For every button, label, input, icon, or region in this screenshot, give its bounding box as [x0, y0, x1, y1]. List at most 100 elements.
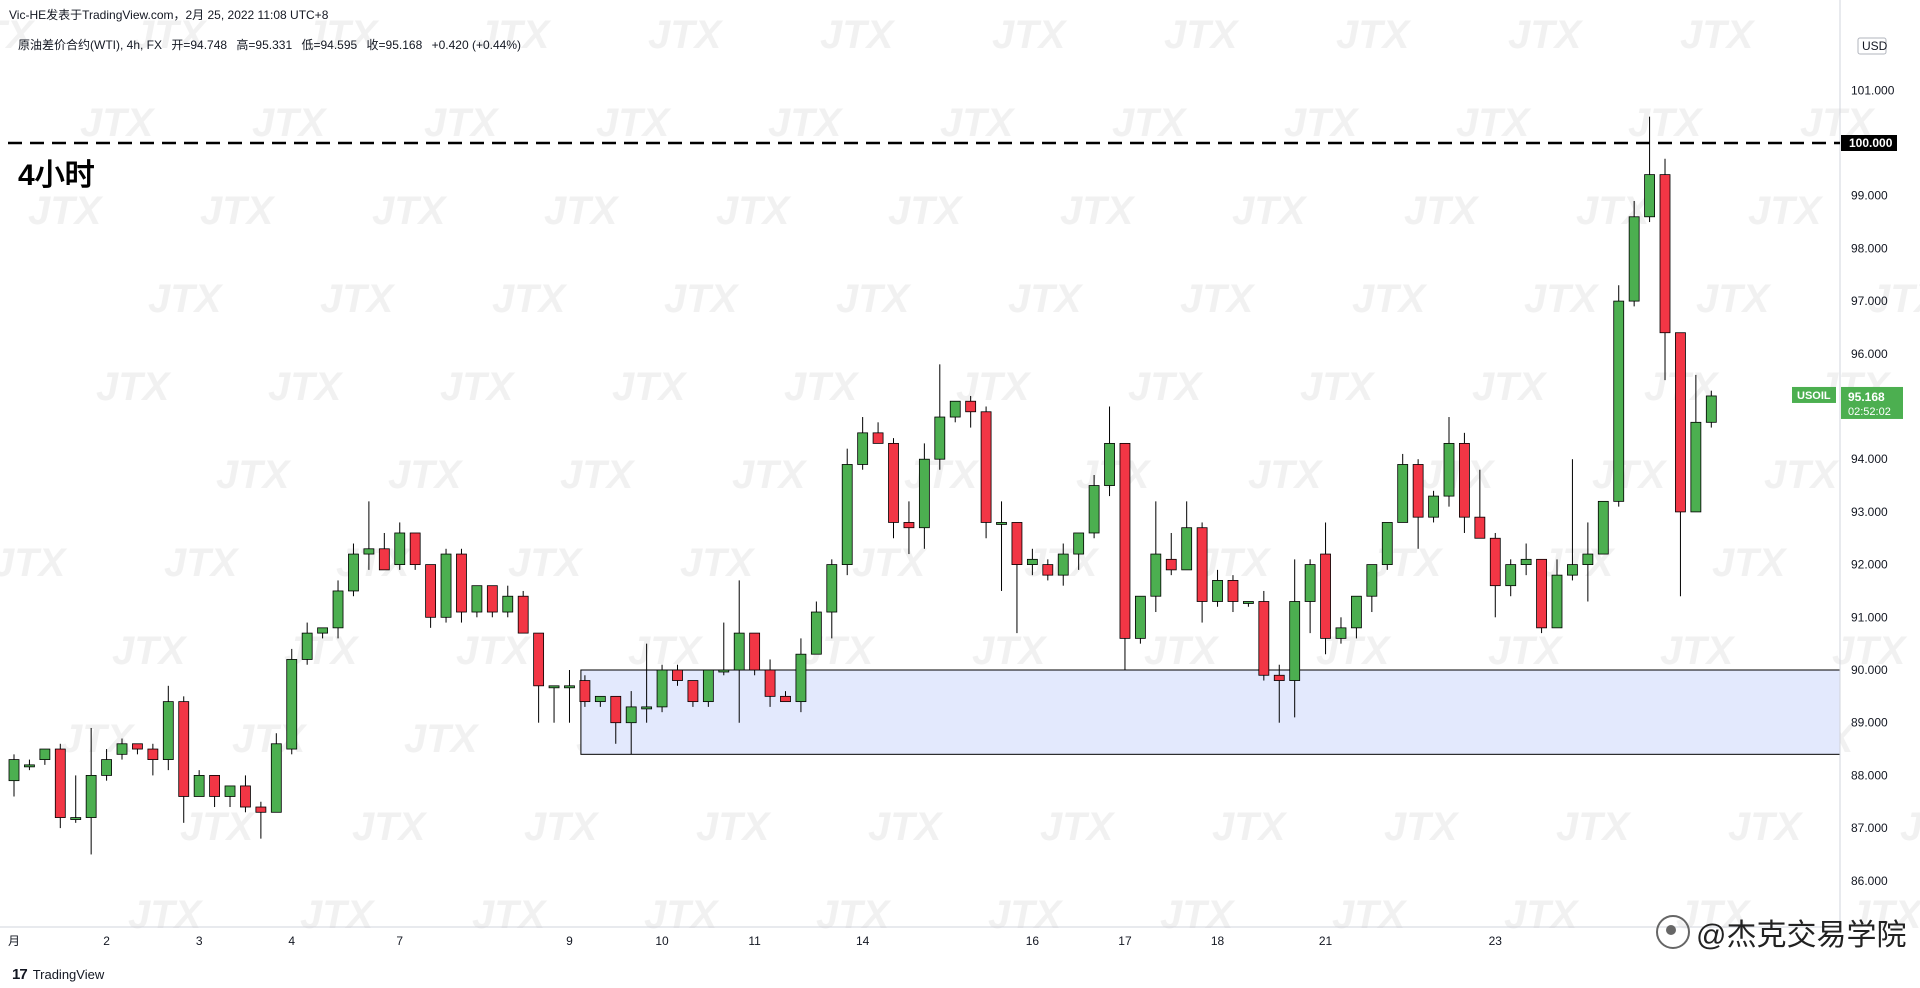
price-tick-label: 88.000: [1851, 768, 1888, 782]
close-value: 收=95.168: [366, 38, 423, 52]
watermark-text: JTX: [1112, 101, 1188, 145]
candle: [286, 648, 298, 755]
current-price-tag: [1841, 386, 1903, 419]
price-tags: 100.000 95.168 02:52:02 USOIL: [1792, 135, 1903, 419]
credit-watermark: @杰克交易学院: [1656, 910, 1906, 954]
watermark-text: JTX: [440, 365, 516, 409]
watermark-text: JTX: [1008, 277, 1084, 321]
candle: [980, 406, 992, 539]
watermark-text: JTX: [472, 893, 548, 937]
candle: [193, 770, 205, 797]
candle-body: [1243, 601, 1254, 604]
high-value: 高=95.331: [236, 38, 293, 52]
candle-body: [641, 706, 653, 710]
watermark-text: JTX: [680, 541, 756, 585]
candle: [888, 438, 899, 539]
candle-body: [440, 553, 452, 618]
price-tick-label: 90.000: [1851, 663, 1888, 677]
time-tick-label: 11: [748, 934, 761, 948]
symbol-tag: [1792, 386, 1836, 403]
candle-body: [1520, 558, 1532, 566]
candle: [1212, 569, 1223, 607]
watermark-text: JTX: [972, 629, 1048, 673]
watermark-text: JTX: [1524, 277, 1600, 321]
candle: [132, 743, 143, 755]
watermark-text: JTX: [852, 541, 928, 585]
time-tick-label: 2: [103, 934, 110, 948]
candle: [425, 564, 437, 628]
candle-body: [1196, 527, 1208, 602]
candle: [1520, 543, 1532, 576]
candle-body: [8, 759, 20, 782]
candle-body: [147, 748, 159, 760]
watermark-layer: JTX JTX JTX JTX JTX JTX JTX JTX JTX JTX JTX JTX JTX J…: [0, 13, 1920, 937]
candle: [317, 627, 329, 639]
watermark-text: JTX: [1508, 13, 1584, 57]
candle: [270, 733, 282, 813]
price-tick-label: 94.000: [1851, 452, 1888, 466]
watermark-text: JTX: [836, 277, 912, 321]
watermark-text: JTX: [148, 277, 224, 321]
candle-body: [1335, 627, 1347, 639]
candle-body: [1474, 516, 1486, 539]
watermark-text: JTX: [1696, 277, 1772, 321]
candle-body: [1675, 332, 1686, 513]
candle-body: [1582, 553, 1594, 565]
candle-body: [826, 564, 838, 613]
candle: [996, 501, 1007, 591]
time-tick-label: 7: [396, 934, 403, 948]
watermark-text: JTX: [768, 101, 844, 145]
candles: [8, 116, 1717, 855]
candle: [70, 775, 82, 823]
candle-body: [1104, 442, 1115, 486]
candle: [1304, 559, 1316, 634]
tradingview-brand[interactable]: 17 TradingView: [12, 966, 104, 983]
watermark-text: JTX: [252, 101, 328, 145]
candle-body: [409, 532, 421, 565]
watermark-text: JTX: [1332, 893, 1408, 937]
candle-body: [1119, 442, 1131, 639]
candle: [564, 670, 575, 723]
candle: [533, 632, 545, 723]
watermark-text: JTX: [524, 805, 600, 849]
candle: [116, 738, 128, 760]
candle: [502, 585, 514, 618]
candle: [1243, 601, 1254, 607]
watermark-text: JTX: [904, 453, 980, 497]
candle-body: [934, 416, 946, 460]
candle: [1412, 459, 1424, 549]
watermark-text: JTX: [1040, 805, 1116, 849]
watermark-text: JTX: [200, 189, 276, 233]
candle: [440, 548, 452, 623]
candle: [1381, 522, 1393, 570]
candle: [934, 364, 946, 470]
candle: [1073, 532, 1085, 570]
candle-body: [301, 632, 313, 660]
watermark-text: JTX: [508, 541, 584, 585]
candle: [1567, 459, 1578, 581]
price-tick-label: 99.000: [1851, 189, 1888, 203]
candle-body: [949, 400, 961, 418]
candle: [1597, 500, 1609, 555]
candle-body: [85, 775, 97, 818]
candle: [672, 664, 683, 686]
watermark-text: JTX: [544, 189, 620, 233]
watermark-text: JTX: [1764, 453, 1840, 497]
candle-body: [1428, 495, 1439, 518]
price-tick-label: 93.000: [1851, 505, 1888, 519]
price-axis: 86.000 87.000 88.000 89.000 90.000 91.000 92.0…: [1851, 37, 1895, 888]
price-tick-label: 86.000: [1851, 874, 1888, 888]
brand-text: TradingView: [32, 967, 105, 982]
watermark-text: JTX: [1352, 277, 1428, 321]
candle: [903, 501, 915, 555]
candle-body: [1351, 595, 1362, 629]
candle-body: [1381, 522, 1393, 566]
ohlc-legend: 原油差价合约(WTI), 4h, FX 开=94.748 高=95.331 低=…: [18, 36, 527, 53]
watermark-text: JTX: [1128, 365, 1204, 409]
candle-body: [178, 701, 190, 797]
symbol-name[interactable]: 原油差价合约(WTI), 4h, FX: [18, 38, 163, 52]
candle: [1335, 617, 1347, 644]
candle: [1675, 332, 1686, 597]
